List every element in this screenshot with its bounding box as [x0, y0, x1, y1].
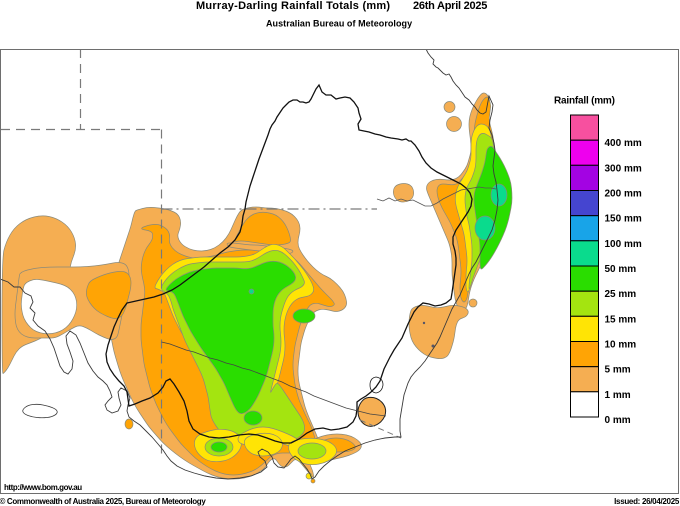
svg-text:50 mm: 50 mm: [605, 264, 637, 275]
svg-text:0 mm: 0 mm: [605, 415, 631, 426]
svg-text:1 mm: 1 mm: [605, 390, 631, 401]
svg-text:Rainfall (mm): Rainfall (mm): [554, 96, 615, 107]
svg-text:25 mm: 25 mm: [605, 289, 637, 300]
svg-text:Issued: 26/04/2025: Issued: 26/04/2025: [614, 497, 680, 506]
svg-text:http://www.bom.gov.au: http://www.bom.gov.au: [4, 483, 82, 492]
svg-text:5 mm: 5 mm: [605, 365, 631, 376]
svg-text:10 mm: 10 mm: [605, 340, 637, 351]
svg-text:400 mm: 400 mm: [605, 138, 642, 149]
svg-text:© Commonwealth of Australia 20: © Commonwealth of Australia 2025, Bureau…: [0, 497, 206, 506]
svg-text:26th April 2025: 26th April 2025: [413, 0, 487, 12]
svg-text:150 mm: 150 mm: [605, 214, 642, 225]
svg-text:15 mm: 15 mm: [605, 314, 637, 325]
svg-text:Murray-Darling Rainfall Totals: Murray-Darling Rainfall Totals (mm): [196, 0, 390, 12]
svg-text:100 mm: 100 mm: [605, 239, 642, 250]
svg-text:Australian Bureau of Meteorolo: Australian Bureau of Meteorology: [266, 19, 412, 29]
svg-text:300 mm: 300 mm: [605, 163, 642, 174]
svg-text:200 mm: 200 mm: [605, 189, 642, 200]
